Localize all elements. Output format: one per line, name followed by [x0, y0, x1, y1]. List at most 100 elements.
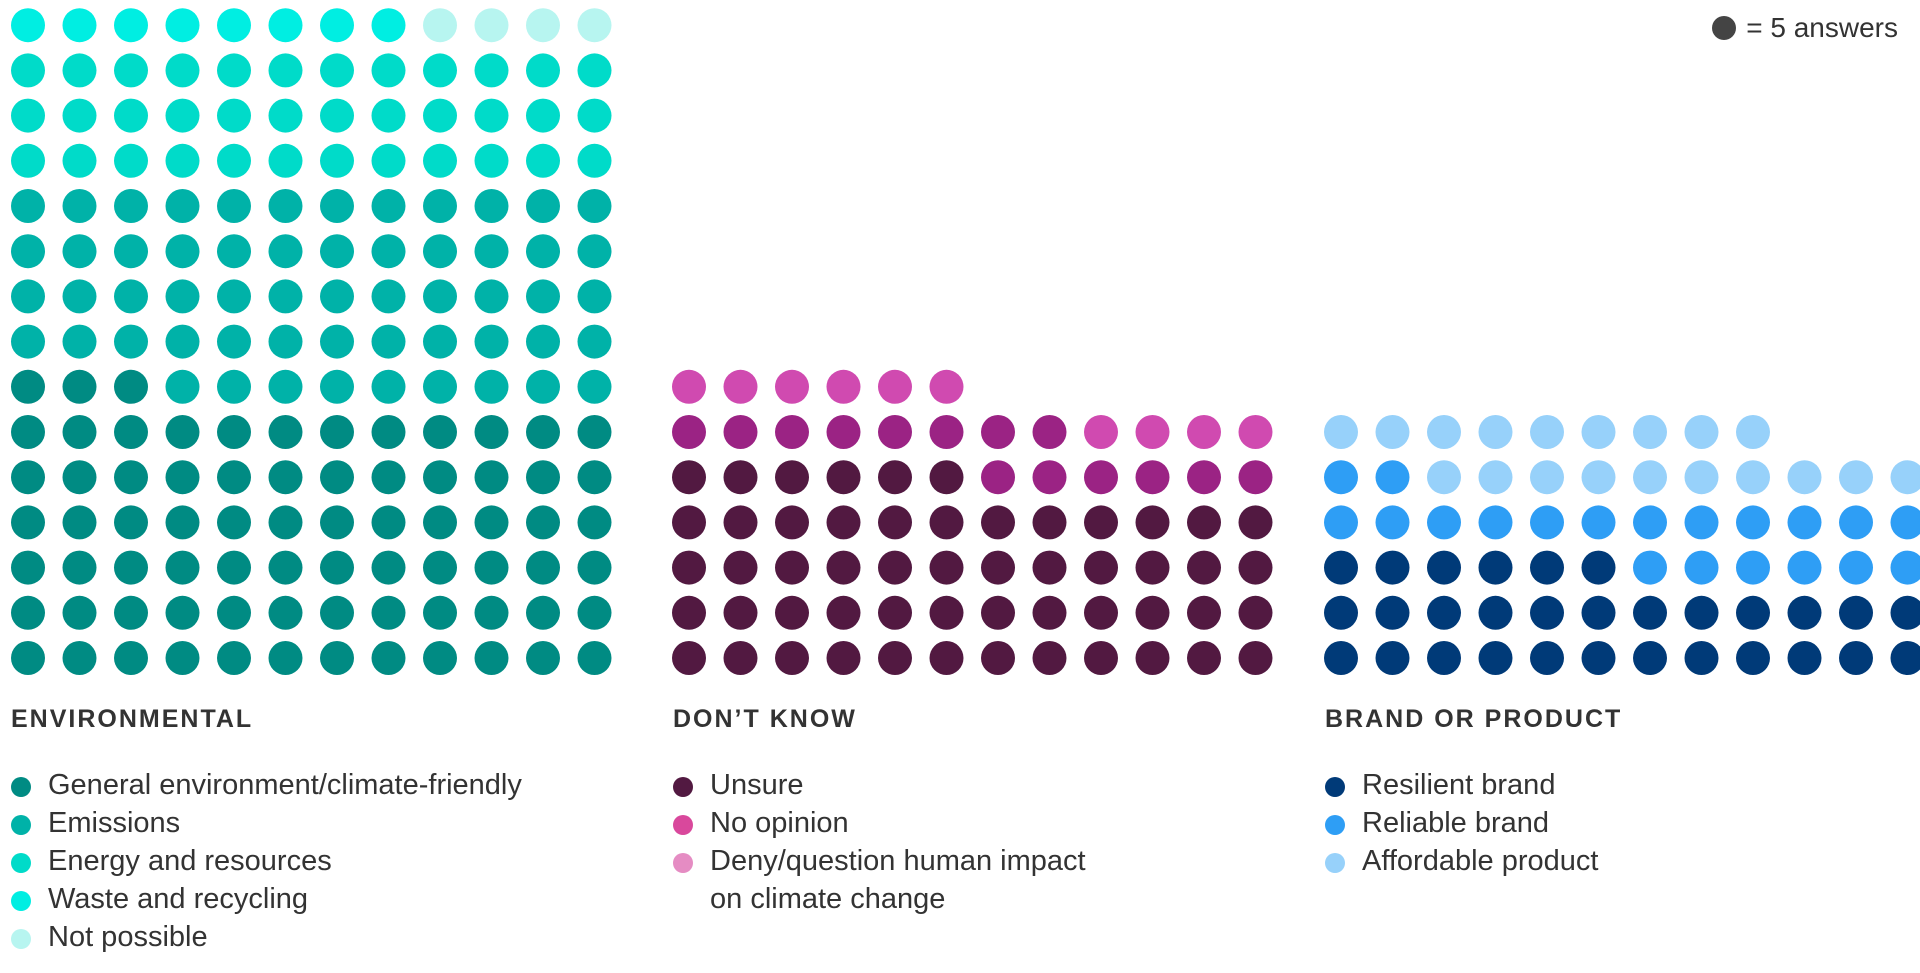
waffle-dot	[62, 53, 97, 88]
waffle-dot	[165, 189, 200, 223]
legend-label: Unsure	[710, 769, 804, 801]
waffle-dot	[217, 8, 251, 43]
waffle-dot	[526, 189, 560, 223]
waffle-dot	[320, 505, 354, 540]
waffle-dot	[1084, 505, 1118, 540]
waffle-dot	[577, 143, 612, 178]
waffle-dot	[11, 595, 45, 630]
waffle-dot	[371, 234, 406, 269]
waffle-dot	[672, 641, 706, 675]
waffle-dot	[423, 595, 457, 630]
waffle-dot	[577, 595, 612, 630]
waffle-dot	[114, 324, 148, 359]
waffle-dot	[577, 98, 612, 133]
waffle-dot	[1324, 415, 1358, 449]
waffle-dot	[1787, 641, 1822, 675]
waffle-dot	[217, 460, 251, 495]
waffle-dot	[1581, 505, 1616, 540]
waffle-dot	[1135, 550, 1170, 585]
legend-label: Deny/question human impact on climate ch…	[710, 845, 1086, 915]
waffle-dot	[577, 641, 612, 675]
legend-item: Not possible	[11, 918, 571, 956]
waffle-dot	[1530, 641, 1564, 675]
waffle-dot	[526, 369, 560, 404]
legend-swatch	[673, 853, 693, 873]
waffle-dot	[11, 98, 45, 133]
waffle-dot	[1581, 460, 1616, 495]
waffle-dot	[11, 505, 45, 540]
waffle-dot	[114, 415, 148, 449]
waffle-dot	[165, 369, 200, 404]
waffle-dot	[165, 53, 200, 88]
waffle-dot	[114, 143, 148, 178]
waffle-dot	[1187, 460, 1221, 495]
waffle-dot	[1187, 641, 1221, 675]
waffle-dot	[1787, 460, 1822, 495]
waffle-dot	[1736, 595, 1770, 630]
waffle-dot	[1324, 550, 1358, 585]
waffle-dot	[474, 415, 509, 449]
waffle-dot	[1135, 595, 1170, 630]
waffle-dot	[1135, 641, 1170, 675]
waffle-dot	[423, 324, 457, 359]
waffle-dot	[1084, 550, 1118, 585]
waffle-dot	[217, 505, 251, 540]
waffle-dot	[474, 505, 509, 540]
waffle-dot	[1839, 550, 1873, 585]
legend-swatch	[673, 815, 693, 835]
waffle-dot	[217, 550, 251, 585]
waffle-dot	[775, 641, 809, 675]
waffle-dot	[929, 595, 964, 630]
waffle-dot	[474, 143, 509, 178]
waffle-dot	[423, 234, 457, 269]
waffle-dot	[114, 641, 148, 675]
waffle-dot	[62, 550, 97, 585]
waffle-dot	[826, 641, 861, 675]
waffle-dot	[268, 505, 303, 540]
waffle-dot	[11, 143, 45, 178]
waffle-dot	[423, 369, 457, 404]
waffle-dot	[577, 189, 612, 223]
waffle-dot	[826, 505, 861, 540]
waffle-dot	[1684, 415, 1719, 449]
waffle-dot	[62, 279, 97, 314]
waffle-dot	[526, 279, 560, 314]
waffle-dot	[11, 189, 45, 223]
legend-environmental: General environment/climate-friendly Emi…	[11, 766, 571, 956]
waffle-dot	[320, 8, 354, 43]
waffle-dot	[723, 460, 758, 495]
waffle-dot	[268, 279, 303, 314]
waffle-dot	[1736, 460, 1770, 495]
waffle-dot	[672, 369, 706, 404]
waffle-dot	[371, 143, 406, 178]
waffle-dot	[114, 460, 148, 495]
waffle-dot	[62, 98, 97, 133]
waffle-dot	[371, 279, 406, 314]
waffle-dot	[423, 415, 457, 449]
waffle-dot	[423, 641, 457, 675]
legend-item: Resilient brand	[1325, 766, 1825, 804]
waffle-dot	[371, 189, 406, 223]
waffle-dot	[775, 415, 809, 449]
legend-label: Energy and resources	[48, 845, 332, 877]
waffle-dot	[268, 369, 303, 404]
waffle-dot	[929, 460, 964, 495]
waffle-dot	[423, 279, 457, 314]
waffle-dot	[1581, 415, 1616, 449]
legend-label: Affordable product	[1362, 845, 1599, 877]
waffle-dot	[217, 53, 251, 88]
waffle-dot	[526, 415, 560, 449]
waffle-dot	[217, 415, 251, 449]
waffle-dot	[577, 279, 612, 314]
waffle-dot	[371, 595, 406, 630]
waffle-dot	[11, 324, 45, 359]
waffle-dot	[1684, 595, 1719, 630]
waffle-dot	[165, 460, 200, 495]
waffle-dot	[826, 460, 861, 495]
waffle-dot	[320, 279, 354, 314]
waffle-dot	[1427, 460, 1461, 495]
waffle-dot	[878, 641, 912, 675]
waffle-dot	[1324, 641, 1358, 675]
waffle-dot	[1530, 550, 1564, 585]
waffle-dot	[577, 460, 612, 495]
